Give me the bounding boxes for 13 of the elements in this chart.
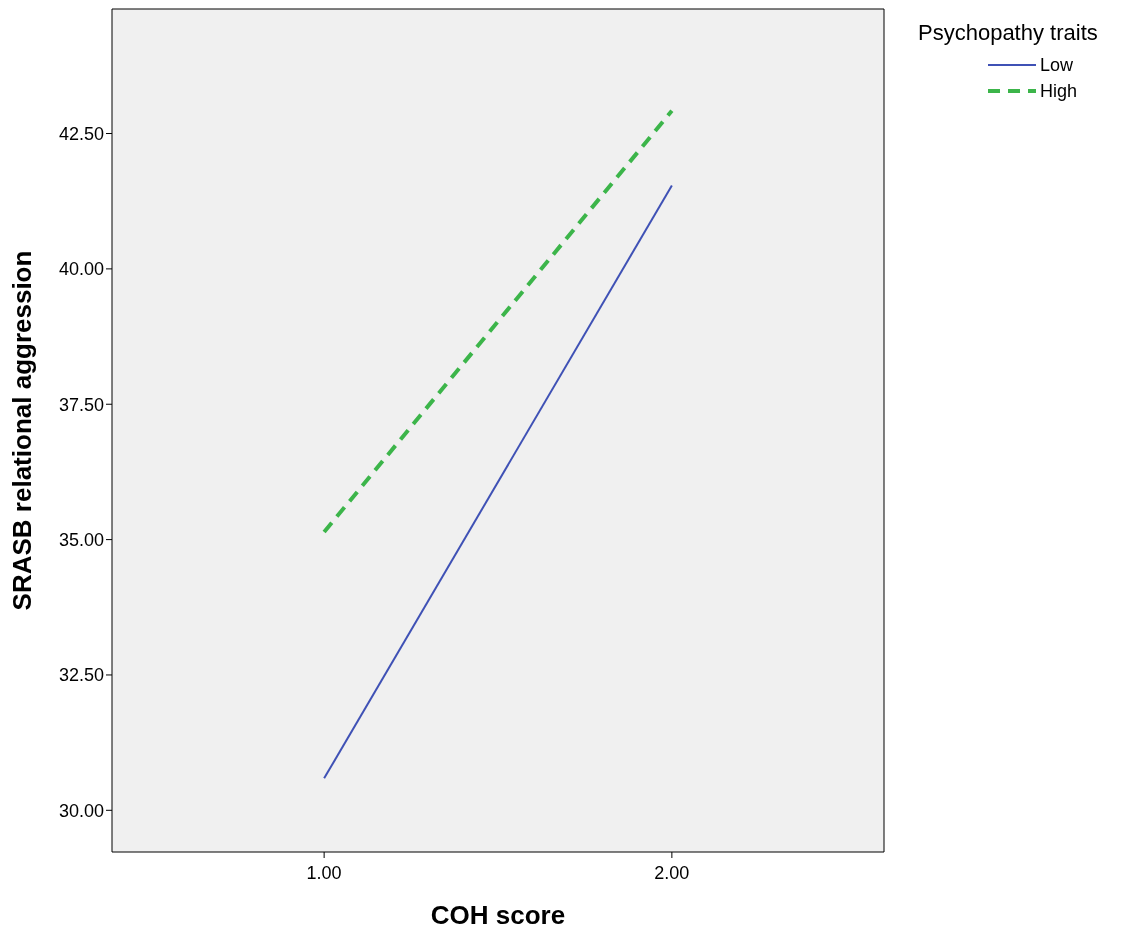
legend-title: Psychopathy traits (918, 20, 1098, 46)
y-tick-label: 32.50 (58, 665, 104, 686)
y-axis-title: SRASB relational aggression (7, 250, 38, 611)
legend-label: High (1040, 80, 1078, 102)
x-tick-label: 1.00 (306, 862, 342, 883)
y-tick-label: 37.50 (58, 394, 104, 415)
x-axis-title: COH score (430, 900, 566, 930)
x-tick-label: 2.00 (654, 862, 690, 883)
y-tick-label: 30.00 (58, 800, 104, 821)
y-tick-label: 42.50 (58, 123, 104, 144)
y-tick-label: 35.00 (58, 529, 104, 550)
y-tick-label: 40.00 (58, 259, 104, 280)
legend-label: Low (1040, 54, 1074, 76)
